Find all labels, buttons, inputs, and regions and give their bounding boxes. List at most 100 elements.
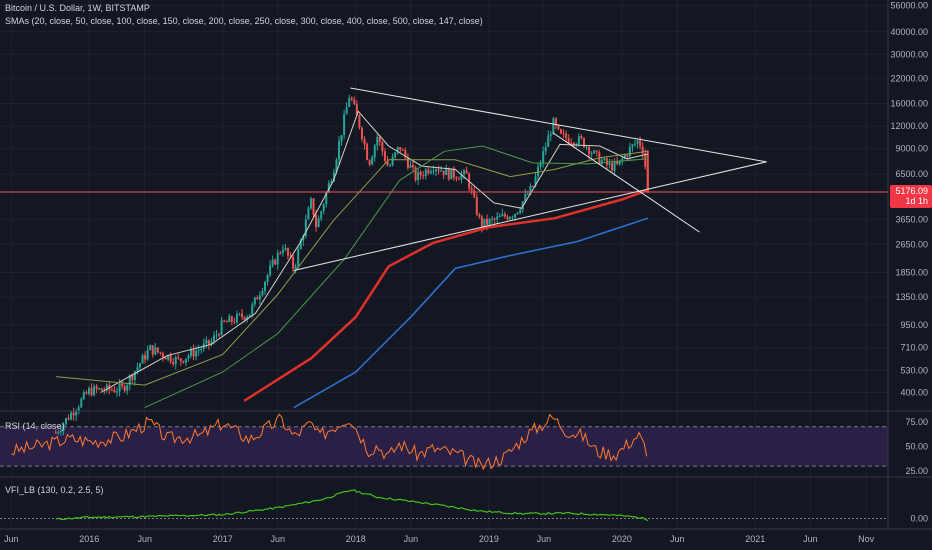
candle-body xyxy=(289,255,292,257)
candle-body xyxy=(447,168,450,180)
candle-body xyxy=(269,265,272,275)
candle-body xyxy=(251,304,254,315)
candle-body xyxy=(174,357,177,365)
candle-body xyxy=(320,211,323,219)
time-axis-tick: Jun xyxy=(537,534,552,544)
candle-body xyxy=(184,358,187,363)
candle-body xyxy=(383,151,386,161)
bar-countdown: 1d 1h xyxy=(905,196,928,206)
candle-body xyxy=(218,334,221,336)
time-axis-tick: 2019 xyxy=(479,534,499,544)
candle-body xyxy=(151,345,154,355)
candle-body xyxy=(338,141,341,160)
candle-body xyxy=(243,317,246,320)
candle-body xyxy=(70,412,73,420)
candle-body xyxy=(460,174,463,180)
candle-body xyxy=(90,388,93,396)
candle-body xyxy=(98,388,101,390)
candle-body xyxy=(348,98,351,108)
candle-body xyxy=(508,217,511,220)
candle-body xyxy=(440,170,443,172)
candle-body xyxy=(554,118,557,126)
candle-body xyxy=(552,118,555,135)
trendline[interactable] xyxy=(552,132,700,233)
candle-body xyxy=(488,219,491,225)
candle-body xyxy=(475,197,478,215)
candle-body xyxy=(82,392,85,399)
candle-body xyxy=(427,169,430,174)
price-axis-tick: 16000.00 xyxy=(890,99,928,109)
candle-body xyxy=(80,398,83,408)
candle-body xyxy=(154,347,157,355)
candle-body xyxy=(182,360,185,363)
candle-body xyxy=(126,384,129,391)
candle-body xyxy=(246,316,249,320)
candle-body xyxy=(391,157,394,166)
candle-body xyxy=(593,150,596,154)
vfi-pane[interactable] xyxy=(0,489,888,522)
candle-body xyxy=(332,172,335,182)
price-axis-tick: 56000.00 xyxy=(890,0,928,10)
vfi-indicator-label[interactable]: VFI_LB (130, 0.2, 2.5, 5) xyxy=(5,485,104,495)
price-axis-tick: 40000.00 xyxy=(890,27,928,37)
candle-body xyxy=(144,355,147,360)
rsi-band-fill xyxy=(0,426,888,467)
time-axis-tick: Nov xyxy=(858,534,875,544)
candle-body xyxy=(212,335,215,342)
candle-body xyxy=(123,386,126,391)
candle-body xyxy=(590,153,593,155)
time-axis-tick: Jun xyxy=(271,534,286,544)
candle-body xyxy=(353,99,356,105)
candle-body xyxy=(233,321,236,323)
candle-body xyxy=(197,349,200,351)
candle-body xyxy=(225,321,228,323)
candle-body xyxy=(292,256,295,269)
candle-body xyxy=(455,177,458,179)
candle-body xyxy=(631,144,634,147)
time-axis[interactable]: Jun 2016 Jun 2017 Jun 2018 Jun 2019 Jun 2020 Jun 20… xyxy=(4,534,875,544)
candle-body xyxy=(156,347,159,353)
price-axis[interactable]: 56000.00 40000.00 30000.00 22000.00 16000.00… xyxy=(890,0,928,397)
trendline[interactable] xyxy=(350,87,767,163)
last-price-badge: 5176.09 1d 1h xyxy=(890,184,932,208)
candle-body xyxy=(366,144,369,160)
candle-body xyxy=(360,127,363,139)
time-axis-tick: Jun xyxy=(670,534,685,544)
candle-body xyxy=(417,171,420,181)
candle-body xyxy=(641,146,644,154)
rsi-pane[interactable] xyxy=(0,413,888,471)
candle-body xyxy=(496,216,499,220)
rsi-line xyxy=(11,413,648,471)
candle-body xyxy=(172,361,175,365)
candle-body xyxy=(304,219,307,237)
candle-body xyxy=(611,163,614,171)
candle-body xyxy=(373,145,376,157)
candle-body xyxy=(113,389,116,393)
candle-body xyxy=(110,389,113,391)
candle-body xyxy=(335,159,338,173)
candle-body xyxy=(529,186,532,195)
candle-body xyxy=(215,334,218,336)
sma-indicator-label[interactable]: SMAs (20, close, 50, close, 100, close, … xyxy=(5,16,483,26)
candle-body xyxy=(241,313,244,318)
candle-body xyxy=(401,149,404,151)
time-axis-tick: Jun xyxy=(4,534,19,544)
candle-body xyxy=(350,98,353,100)
trendline[interactable] xyxy=(293,161,767,271)
rsi-axis-tick: 75.00 xyxy=(905,417,928,427)
candle-body xyxy=(549,134,552,136)
rsi-indicator-label[interactable]: RSI (14, close) xyxy=(5,421,65,431)
candle-body xyxy=(131,375,134,380)
candle-body xyxy=(605,158,608,165)
candle-body xyxy=(258,295,261,300)
price-pane[interactable] xyxy=(0,87,888,436)
candle-body xyxy=(368,159,371,165)
time-axis-tick: 2021 xyxy=(745,534,765,544)
candle-body xyxy=(325,192,328,205)
candle-body xyxy=(207,339,210,345)
candle-body xyxy=(345,107,348,115)
candle-body xyxy=(511,216,514,218)
candle-body xyxy=(557,125,560,130)
candle-body xyxy=(531,186,534,188)
